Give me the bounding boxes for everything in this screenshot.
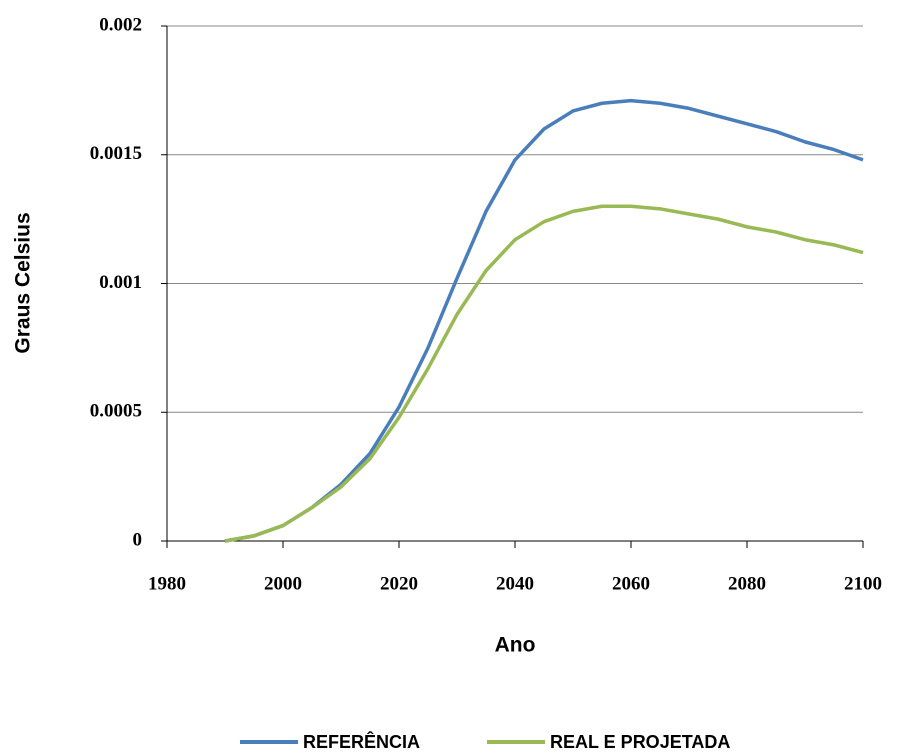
- x-tick-label: 2080: [728, 573, 766, 594]
- x-tick-label: 2100: [844, 573, 882, 594]
- x-tick-label: 2040: [496, 573, 534, 594]
- y-tick-label: 0: [133, 529, 143, 550]
- x-axis-label: Ano: [495, 634, 536, 657]
- y-tick-label: 0.001: [99, 272, 142, 293]
- y-tick-label: 0.0015: [90, 143, 142, 164]
- line: [224, 204, 864, 543]
- x-tick-label: 2060: [612, 573, 650, 594]
- x-tick-label: 2000: [264, 573, 302, 594]
- line: [224, 98, 864, 543]
- y-tick-label: 0.0005: [90, 401, 142, 422]
- y-axis-label: Graus Celsius: [12, 212, 35, 353]
- legend-label: REFERÊNCIA: [303, 731, 420, 752]
- legend-label: REAL E PROJETADA: [550, 732, 730, 752]
- x-tick-label: 1980: [148, 573, 186, 594]
- y-tick-label: 0.002: [99, 14, 142, 35]
- x-tick-label: 2020: [380, 573, 418, 594]
